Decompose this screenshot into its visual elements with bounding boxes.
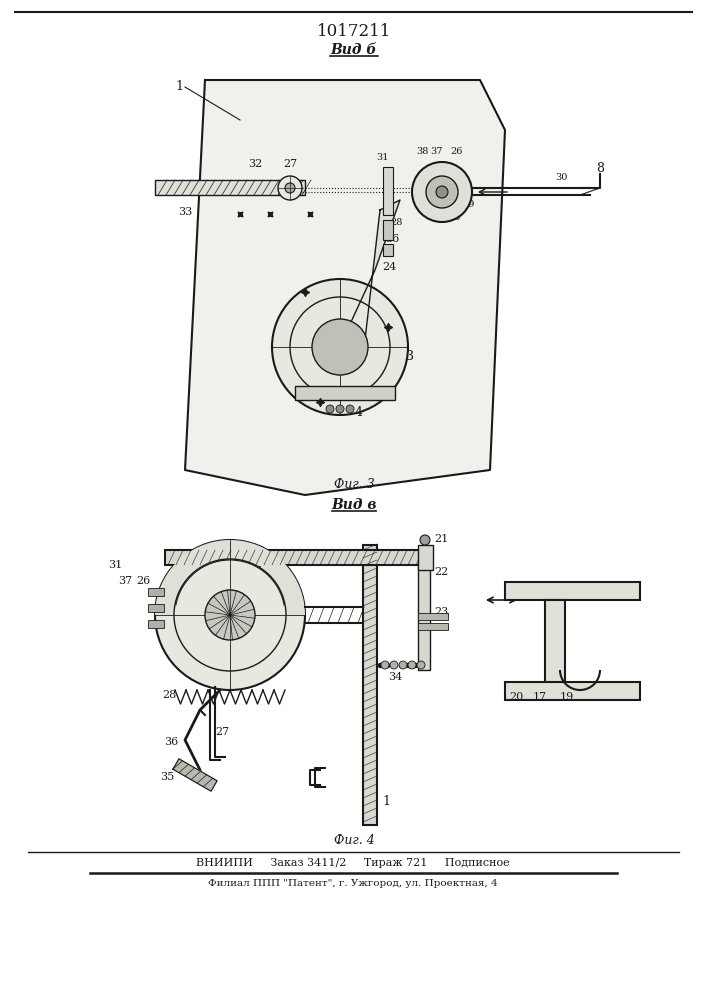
Circle shape	[278, 176, 302, 200]
Bar	[418, 613, 448, 620]
Text: 34: 34	[388, 672, 402, 682]
Polygon shape	[185, 80, 505, 495]
Bar	[505, 682, 640, 700]
Bar	[418, 565, 430, 670]
Circle shape	[390, 661, 398, 669]
Text: 28: 28	[162, 690, 176, 700]
Polygon shape	[345, 200, 400, 340]
Text: 37: 37	[430, 147, 443, 156]
Text: 1: 1	[382, 795, 390, 808]
Text: 19: 19	[560, 692, 574, 702]
Text: 29: 29	[462, 200, 474, 209]
Text: 24: 24	[382, 262, 396, 272]
Bar	[148, 604, 164, 612]
Text: 1: 1	[175, 80, 183, 93]
Circle shape	[155, 540, 305, 690]
Bar	[383, 167, 393, 215]
Text: 32: 32	[248, 159, 262, 169]
Text: 1017211: 1017211	[317, 23, 391, 40]
Text: Фиг. 3: Фиг. 3	[334, 478, 375, 490]
Text: 4: 4	[355, 406, 363, 419]
Bar	[295, 386, 395, 400]
Text: 30: 30	[555, 173, 568, 182]
Circle shape	[336, 405, 344, 413]
Text: 37: 37	[118, 576, 132, 586]
Text: Вид в: Вид в	[332, 498, 377, 512]
Circle shape	[205, 590, 255, 640]
Circle shape	[420, 535, 430, 545]
Text: 31: 31	[108, 560, 122, 570]
Bar	[418, 623, 448, 630]
Text: 21: 21	[434, 534, 448, 544]
Text: 23: 23	[434, 607, 448, 617]
Circle shape	[426, 176, 458, 208]
Circle shape	[326, 405, 334, 413]
Text: 31: 31	[376, 153, 389, 162]
Text: Филиал ППП "Патент", г. Ужгород, ул. Проектная, 4: Филиал ППП "Патент", г. Ужгород, ул. Про…	[208, 880, 498, 888]
Bar	[363, 545, 377, 825]
Text: Фиг. 4: Фиг. 4	[334, 834, 375, 846]
Text: 28: 28	[390, 218, 402, 227]
Text: 20: 20	[509, 692, 523, 702]
Text: ВНИИПИ     Заказ 3411/2     Тираж 721     Подписное: ВНИИПИ Заказ 3411/2 Тираж 721 Подписное	[196, 858, 510, 868]
Bar	[418, 545, 433, 570]
Text: 27: 27	[283, 159, 297, 169]
Circle shape	[417, 661, 425, 669]
Text: 3: 3	[406, 350, 414, 363]
Bar	[165, 550, 420, 565]
Circle shape	[272, 279, 408, 415]
Bar	[383, 244, 393, 256]
Text: 25: 25	[248, 566, 262, 576]
Text: 35: 35	[160, 772, 174, 782]
Circle shape	[174, 559, 286, 671]
Bar	[148, 588, 164, 596]
Circle shape	[408, 661, 416, 669]
Text: 22: 22	[434, 567, 448, 577]
Text: 25: 25	[448, 213, 460, 222]
Text: 8: 8	[596, 162, 604, 175]
Text: 38: 38	[416, 147, 428, 156]
Bar	[545, 600, 565, 690]
Text: 33: 33	[178, 207, 192, 217]
Bar	[505, 582, 640, 600]
Text: Вид б: Вид б	[331, 43, 378, 57]
Text: 36: 36	[164, 737, 178, 747]
Text: 26: 26	[136, 576, 151, 586]
Circle shape	[436, 186, 448, 198]
Polygon shape	[155, 540, 305, 615]
Circle shape	[381, 661, 389, 669]
Bar	[383, 220, 393, 240]
Text: 26: 26	[450, 147, 462, 156]
Text: 36: 36	[385, 234, 399, 244]
Circle shape	[285, 183, 295, 193]
Polygon shape	[173, 759, 217, 791]
Circle shape	[312, 319, 368, 375]
Circle shape	[346, 405, 354, 413]
Circle shape	[412, 162, 472, 222]
Circle shape	[399, 661, 407, 669]
Text: 17: 17	[533, 692, 547, 702]
Bar	[155, 180, 305, 195]
Text: 27: 27	[215, 727, 229, 737]
Bar	[148, 620, 164, 628]
